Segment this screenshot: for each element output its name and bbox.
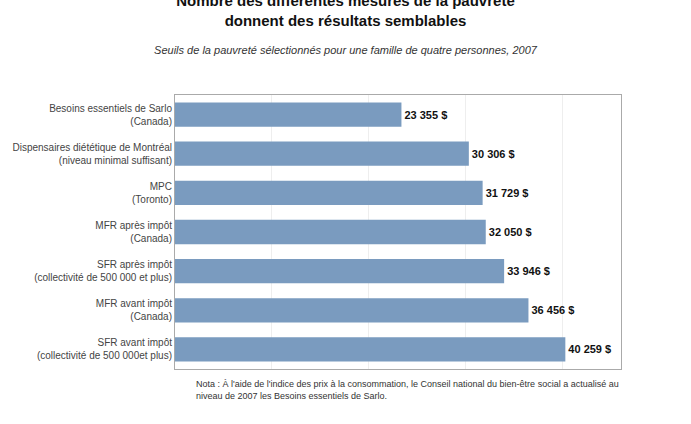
svg-text:MFR après impôt(Canada): MFR après impôt(Canada) [95, 220, 172, 244]
svg-text:Besoins essentiels de Sarlo(Ca: Besoins essentiels de Sarlo(Canada) [49, 103, 172, 127]
svg-text:33 946 $: 33 946 $ [507, 265, 550, 277]
svg-text:SFR après impôt(collectivité d: SFR après impôt(collectivité de 500 000 … [34, 259, 172, 283]
svg-text:36 456 $: 36 456 $ [531, 304, 574, 316]
svg-text:Nombre des différentes mesures: Nombre des différentes mesures de la pau… [176, 0, 514, 29]
svg-text:40 259 $: 40 259 $ [568, 343, 611, 355]
svg-text:Nota : À l'aide de l'indice de: Nota : À l'aide de l'indice des prix à l… [196, 379, 619, 401]
svg-text:31 729 $: 31 729 $ [486, 187, 529, 199]
svg-text:23 355 $: 23 355 $ [404, 109, 447, 121]
svg-text:30 306 $: 30 306 $ [472, 148, 515, 160]
svg-text:SFR avant impôt(collectivité d: SFR avant impôt(collectivité de 500 000e… [37, 337, 172, 361]
svg-text:32 050 $: 32 050 $ [489, 226, 532, 238]
svg-text:MPC(Toronto): MPC(Toronto) [132, 181, 172, 205]
svg-text:MFR avant impôt(Canada): MFR avant impôt(Canada) [96, 298, 172, 322]
svg-text:Dispensaires diététique de Mon: Dispensaires diététique de Montréal(nive… [12, 142, 172, 166]
svg-text:Seuils de la pauvreté sélectio: Seuils de la pauvreté sélectionnés pour … [154, 44, 538, 56]
